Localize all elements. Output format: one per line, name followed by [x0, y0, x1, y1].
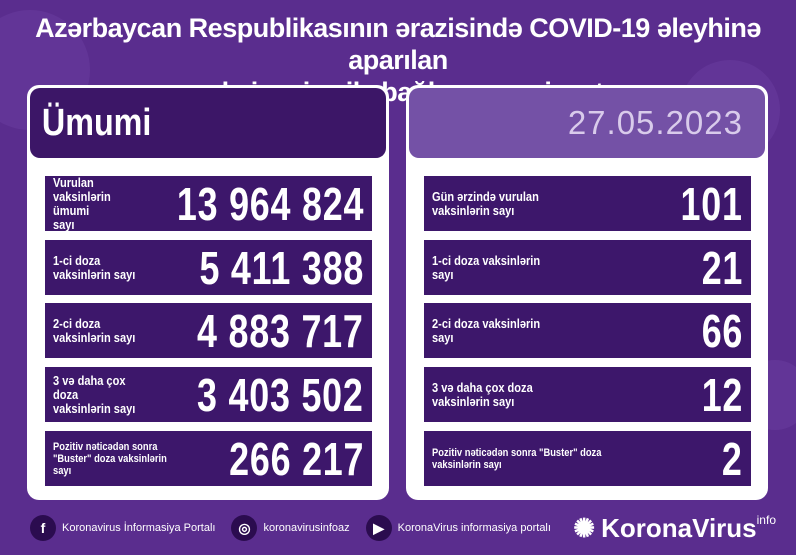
stat-value: 5 411 388: [199, 241, 364, 294]
stat-label: 1-ci doza vaksinlərin sayı: [53, 252, 136, 282]
date-header: 27.05.2023: [409, 88, 765, 158]
stat-row: Pozitiv nəticədən sonra "Buster" doza va…: [424, 431, 751, 486]
youtube-icon: ▶: [365, 515, 392, 541]
virus-icon: ✺: [573, 512, 596, 543]
stat-value: 101: [680, 177, 743, 230]
instagram-label: koronavirusinfoaz: [263, 522, 350, 534]
stat-value: 2: [722, 432, 743, 485]
stat-row: 3 və daha çox doza vaksinlərin sayı 3 403…: [45, 367, 372, 422]
stat-label: 2-ci doza vaksinlərin sayı: [53, 315, 136, 345]
stat-value: 13 964 824: [176, 177, 364, 230]
brand-logo: ✺ KoronaVirus info: [573, 513, 776, 544]
stat-label: 1-ci doza vaksinlərin sayı: [432, 252, 541, 282]
stat-value: 4 883 717: [197, 304, 364, 357]
brand-name: KoronaVirus: [601, 512, 757, 543]
stat-value: 66: [701, 304, 743, 357]
facebook-icon: f: [30, 515, 56, 541]
stat-row: Gün ərzində vurulan vaksinlərin sayı 101: [424, 176, 751, 231]
stat-label: Pozitiv nəticədən sonra "Buster" doza va…: [432, 446, 602, 471]
instagram-link[interactable]: ◎ koronavirusinfoaz: [231, 515, 350, 541]
stat-label: 3 və daha çox doza vaksinlərin sayı: [432, 379, 533, 409]
stat-row: 1-ci doza vaksinlərin sayı 21: [424, 240, 751, 295]
stat-row: Pozitiv nəticədən sonra "Buster" doza va…: [45, 431, 372, 486]
stat-row: 2-ci doza vaksinlərin sayı 66: [424, 303, 751, 358]
stat-row: 2-ci doza vaksinlərin sayı 4 883 717: [45, 303, 372, 358]
stat-row: Vurulan vaksinlərin ümumi sayı 13 964 824: [45, 174, 372, 232]
footer: f Koronavirus İnformasiya Portalı ◎ korona…: [30, 510, 776, 546]
instagram-icon: ◎: [231, 515, 258, 541]
stat-row: 3 və daha çox doza vaksinlərin sayı 12: [424, 367, 751, 422]
stat-value: 3 403 502: [197, 368, 364, 421]
stat-label: 3 və daha çox doza vaksinlərin sayı: [53, 372, 136, 416]
brand-sup: info: [756, 512, 776, 527]
stat-label: Gün ərzində vurulan vaksinlərin sayı: [432, 188, 539, 218]
youtube-label: KoronaVirus informasiya portalı: [397, 522, 551, 534]
stat-value: 21: [701, 241, 743, 294]
facebook-label: Koronavirus İnformasiya Portalı: [62, 522, 216, 534]
total-card: Ümumi Vurulan vaksinlərin ümumi sayı 13 9…: [27, 85, 389, 500]
total-heading: Ümumi: [41, 101, 152, 144]
stat-row: 1-ci doza vaksinlərin sayı 5 411 388: [45, 240, 372, 295]
stat-label: 2-ci doza vaksinlərin sayı: [432, 315, 541, 345]
daily-card: 27.05.2023 Gün ərzində vurulan vaksinlər…: [406, 85, 768, 500]
youtube-link[interactable]: ▶ KoronaVirus informasiya portalı: [365, 515, 551, 541]
facebook-link[interactable]: f Koronavirus İnformasiya Portalı: [30, 515, 215, 541]
date: 27.05.2023: [567, 104, 743, 141]
stat-value: 12: [701, 368, 743, 421]
title-line-1: Azərbaycan Respublikasının ərazisində CO…: [35, 13, 761, 75]
stat-label: Pozitiv nəticədən sonra "Buster" doza va…: [53, 440, 167, 477]
total-header: Ümumi: [30, 88, 386, 158]
stat-label: Vurulan vaksinlərin ümumi sayı: [53, 174, 111, 232]
stat-value: 266 217: [228, 432, 364, 485]
